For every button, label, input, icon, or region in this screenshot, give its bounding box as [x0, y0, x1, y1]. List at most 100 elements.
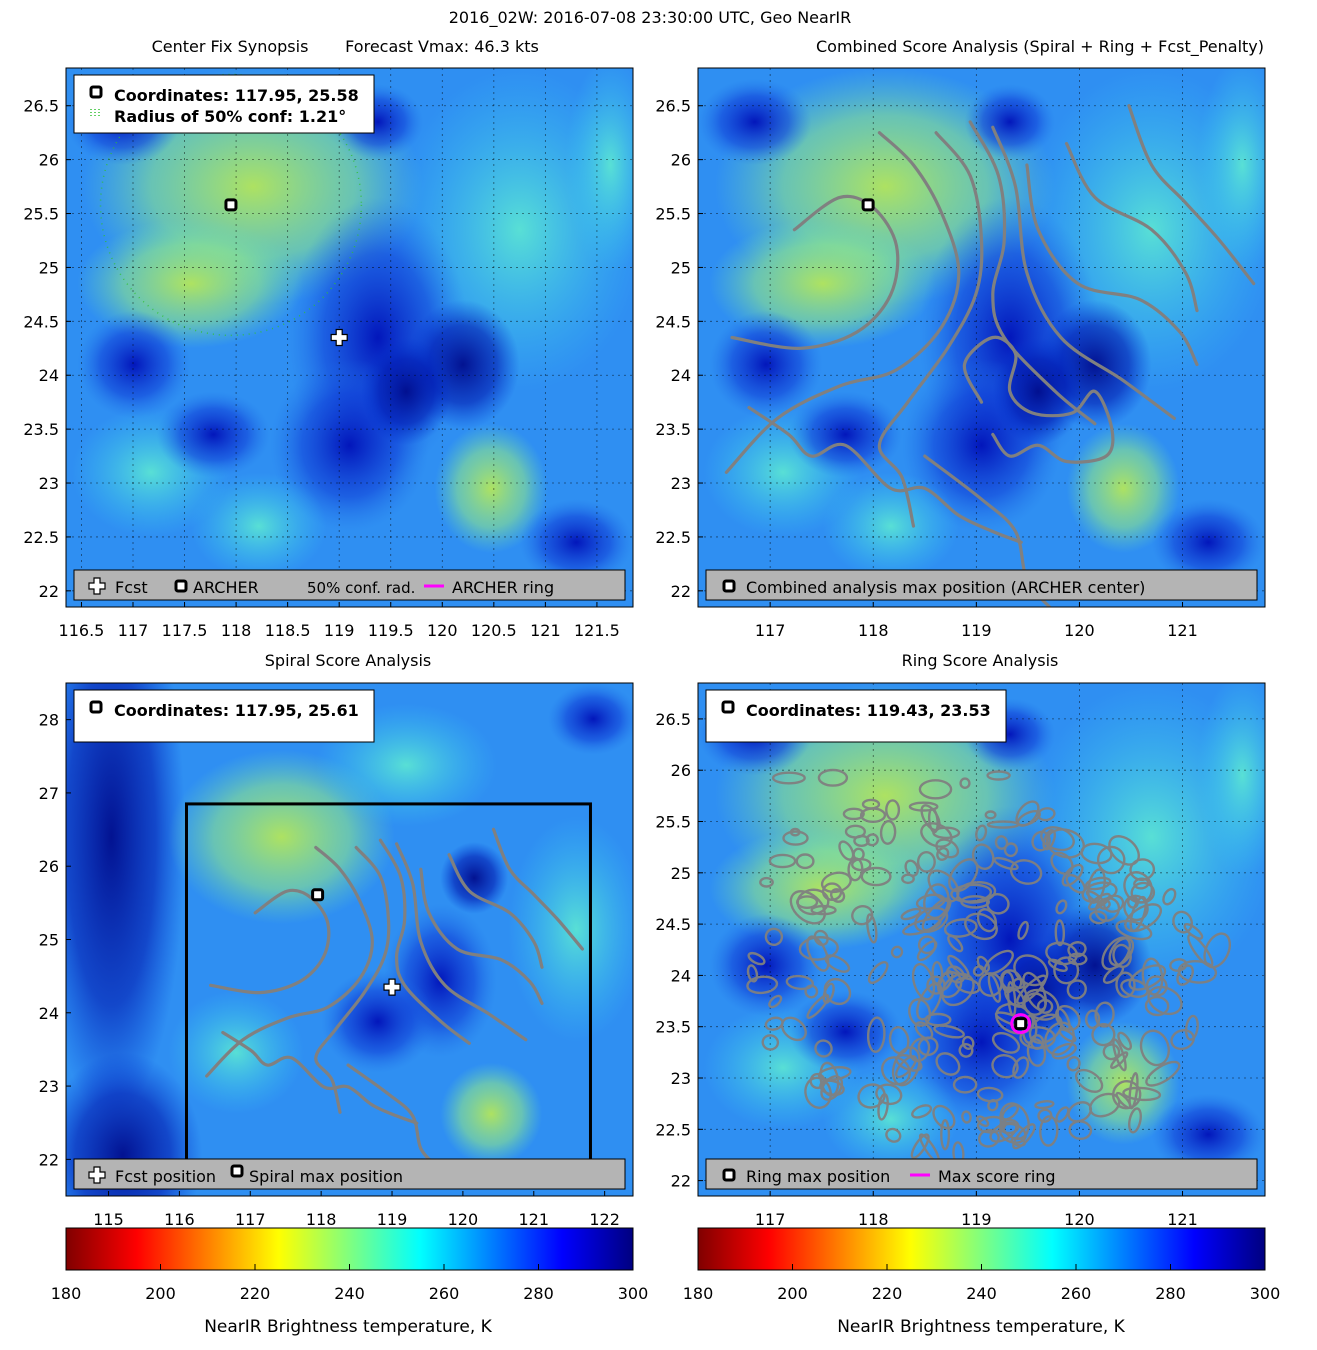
colorbar-tick-label: 300	[618, 1284, 649, 1303]
legend-box	[73, 1158, 626, 1190]
y-tick-label: 24.5	[23, 312, 59, 331]
x-tick-label: 117	[235, 1210, 266, 1229]
field-blob	[1196, 68, 1265, 273]
temperature-field	[698, 68, 1265, 607]
x-tick-label: 115	[93, 1210, 124, 1229]
ring-contour	[972, 965, 985, 977]
ring-contour	[1112, 1038, 1127, 1072]
ring-contour	[798, 936, 839, 961]
ring-contour	[877, 1093, 889, 1121]
x-tick-label: 120	[1064, 1210, 1095, 1229]
y-tick-label: 23	[671, 474, 691, 493]
ring-contour	[983, 949, 1014, 975]
ring-contour	[1091, 1022, 1116, 1047]
legend-archer-icon	[174, 579, 188, 593]
y-tick-label: 22	[671, 1172, 691, 1191]
ring-contour	[1102, 964, 1125, 984]
ring-contour	[960, 895, 990, 909]
ring-contour	[1074, 1068, 1104, 1093]
y-tick-label: 27	[39, 784, 59, 803]
info-line: Coordinates: 117.95, 25.58	[114, 86, 359, 105]
ring-contour	[1170, 1029, 1195, 1051]
ring-contour	[795, 853, 815, 870]
archer-center-marker	[1014, 1017, 1028, 1031]
ring-contour	[1053, 956, 1080, 985]
ring-contour	[820, 1075, 844, 1101]
legend-archer-icon	[722, 579, 736, 593]
field-blob	[822, 1067, 959, 1171]
y-tick-label: 23.5	[23, 420, 59, 439]
ring-contour	[1128, 1107, 1142, 1134]
field-blob	[156, 391, 271, 478]
ring-contour	[785, 974, 814, 991]
ring-contour	[1087, 892, 1112, 911]
info-archer-icon	[721, 700, 735, 714]
x-tick-label: 119.5	[368, 621, 414, 640]
ring-contour	[986, 820, 1020, 829]
spiral-score-panel: 115 116 117 118 119 120 121 122 22 23 24 25 26 27 28 Co…	[39, 682, 634, 1229]
spiral-contour	[991, 125, 1176, 420]
spiral-contour	[447, 853, 544, 969]
ring-contour	[917, 1036, 939, 1057]
x-tick-label: 121	[519, 1210, 550, 1229]
ring-contour	[782, 830, 809, 846]
ring-contour	[1019, 1026, 1056, 1050]
ring-contour	[789, 890, 826, 925]
ring-contours	[746, 768, 1232, 1166]
ring-contour	[1044, 1021, 1075, 1056]
field-blob	[709, 913, 823, 1017]
ring-contour	[851, 905, 874, 926]
y-tick-label: 26	[39, 857, 59, 876]
field-blob	[434, 423, 548, 554]
colorbar-tick-label: 200	[777, 1284, 808, 1303]
ring-contour	[795, 895, 819, 909]
y-tick-label: 25.5	[655, 813, 691, 832]
ring-contour	[823, 977, 852, 1006]
y-tick-label: 24	[39, 366, 59, 385]
legend-label: Fcst	[115, 578, 148, 597]
x-tick-label: 116	[164, 1210, 195, 1229]
ring-contour	[867, 960, 889, 985]
spiral-contour	[491, 827, 584, 951]
ring-contour	[1045, 828, 1085, 859]
ring-contour	[975, 824, 988, 842]
ring-contour	[935, 838, 960, 859]
info-box	[705, 689, 1007, 743]
ring-contour	[947, 934, 964, 953]
ring-contour	[1042, 829, 1056, 851]
ring-contour	[1047, 958, 1068, 972]
x-tick-label: 121	[530, 621, 561, 640]
legend-label: Spiral max position	[249, 1167, 403, 1186]
ring-contour	[1145, 1060, 1181, 1087]
ring-contour	[932, 826, 961, 840]
ring-contour	[1162, 887, 1177, 906]
ring-contour	[993, 856, 1019, 871]
ring-contour	[1000, 969, 1023, 992]
ring-contour	[1124, 903, 1163, 933]
x-tick-label: 119	[961, 1210, 992, 1229]
y-tick-label: 25.5	[23, 205, 59, 224]
ring-contour	[1051, 1042, 1077, 1060]
ring-contour	[881, 1056, 911, 1086]
colorbar-tick-label: 180	[51, 1284, 82, 1303]
colorbar-tick-label: 220	[240, 1284, 271, 1303]
ring-contour	[991, 1053, 1019, 1079]
ring-contour	[989, 1121, 1018, 1143]
field-blob	[190, 472, 327, 581]
ring-contour	[1022, 988, 1060, 1021]
confidence-circle	[99, 73, 363, 337]
axes-frame	[697, 682, 1266, 1197]
ring-contour	[999, 1102, 1030, 1141]
x-tick-label: 119	[377, 1210, 408, 1229]
info-line: Radius of 50% conf: 1.21°	[114, 107, 346, 126]
ring-contour	[987, 1099, 999, 1112]
ring-contour	[842, 807, 865, 821]
ring-contour	[814, 1039, 833, 1058]
field-blob	[698, 78, 812, 166]
colorbar-tick-label: 260	[1061, 1284, 1092, 1303]
y-tick-label: 24	[671, 966, 691, 985]
ring-contour	[857, 1083, 886, 1109]
x-tick-label: 117.5	[162, 621, 208, 640]
ring-contour	[904, 859, 919, 877]
ring-contour	[1115, 971, 1136, 999]
